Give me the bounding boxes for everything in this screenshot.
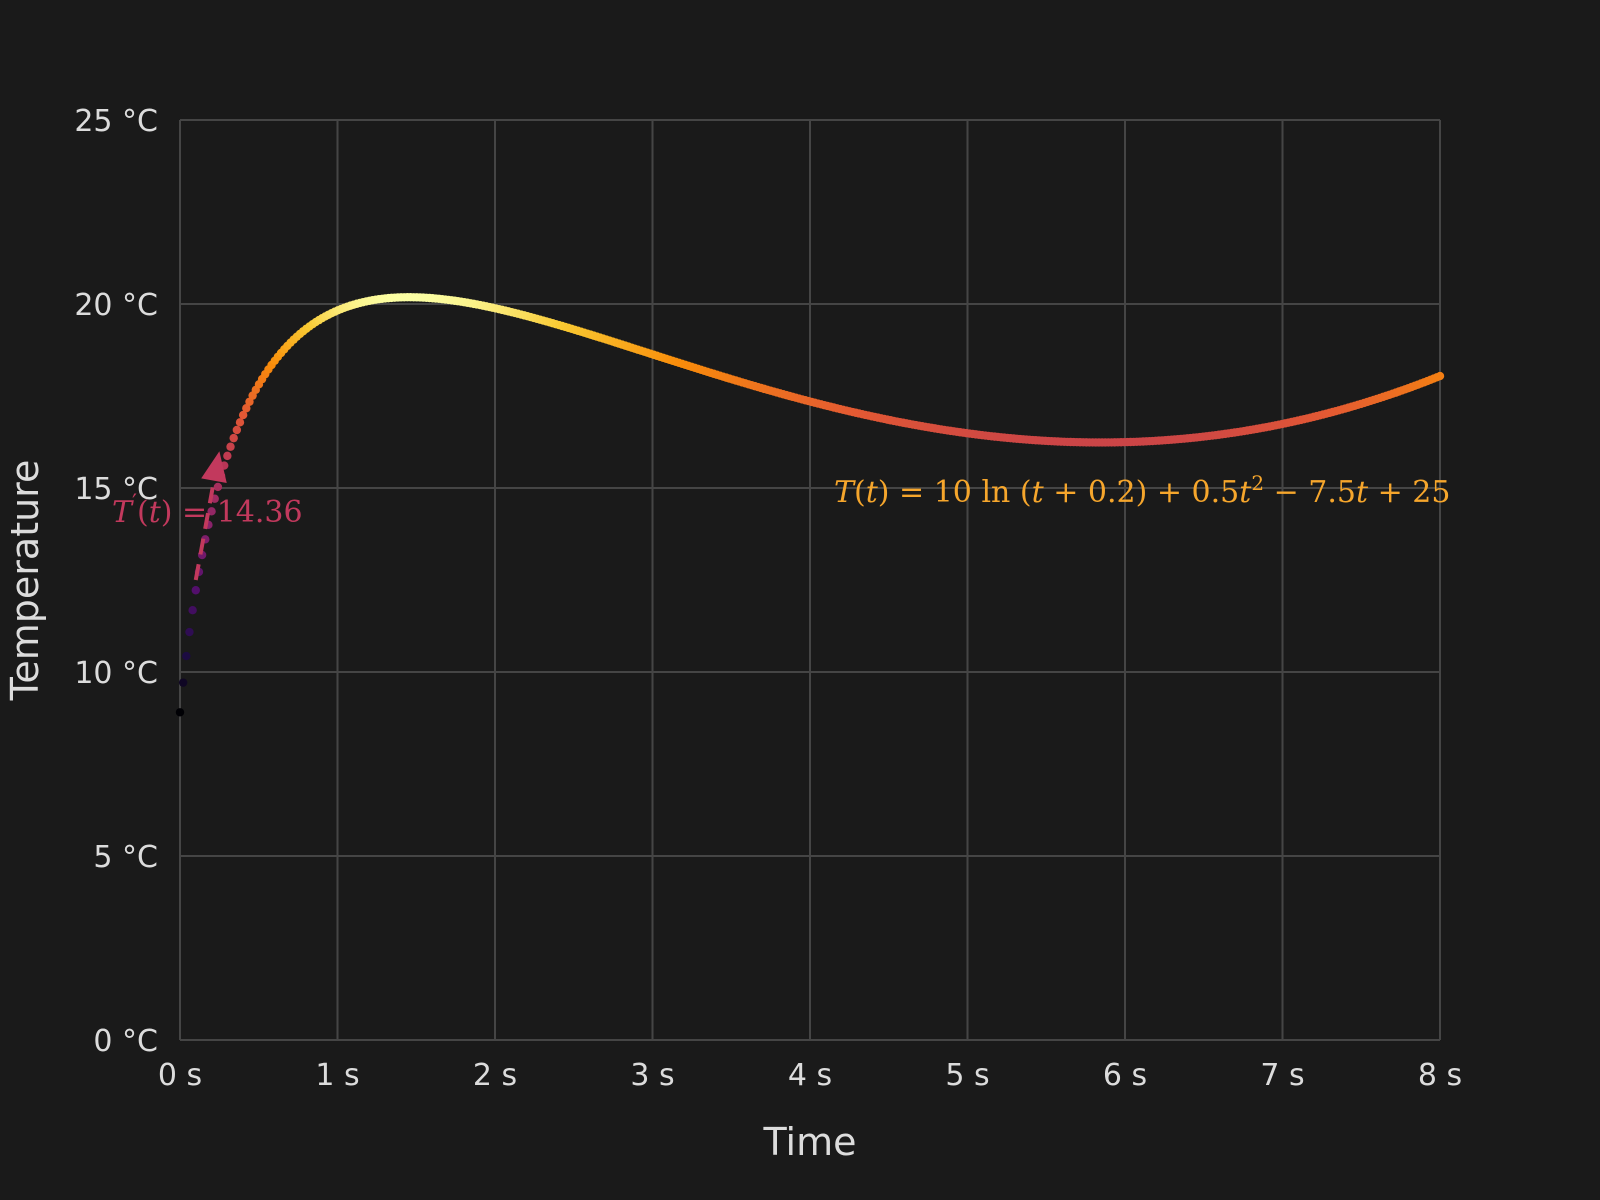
- data-point: [191, 586, 200, 595]
- x-tick-label: 7 s: [1260, 1058, 1304, 1093]
- x-axis-title: Time: [763, 1120, 857, 1164]
- tangent-arrow: [193, 451, 227, 581]
- data-point: [175, 708, 185, 717]
- data-point: [223, 451, 232, 461]
- y-tick-label: 10 °C: [74, 656, 158, 691]
- x-tick-label: 2 s: [473, 1058, 517, 1093]
- x-tick-label: 0 s: [158, 1058, 202, 1093]
- y-tick-label: 20 °C: [74, 288, 158, 323]
- data-point: [229, 433, 238, 443]
- y-tick-label: 5 °C: [93, 840, 158, 875]
- data-point: [235, 418, 245, 427]
- data-point: [185, 627, 194, 637]
- y-tick-label: 0 °C: [93, 1024, 158, 1059]
- tangent-arrow-head: [201, 451, 227, 484]
- data-point: [182, 651, 191, 661]
- x-tick-label: 1 s: [315, 1058, 359, 1093]
- function-name: T: [834, 475, 856, 510]
- x-tick-label: 5 s: [945, 1058, 989, 1093]
- grid: [179, 119, 1441, 1041]
- data-point: [188, 606, 197, 615]
- x-tick-label: 8 s: [1418, 1058, 1462, 1093]
- derivative-annotation: T′(t) = 14.36: [112, 491, 303, 530]
- data-point: [242, 404, 251, 413]
- x-axis-ticks: 0 s 1 s 2 s 3 s 4 s 5 s 6 s 7 s 8 s: [158, 1058, 1462, 1093]
- data-point: [1435, 371, 1445, 381]
- x-tick-label: 3 s: [630, 1058, 674, 1093]
- data-point: [226, 442, 235, 451]
- data-points: [175, 293, 1445, 717]
- data-point: [213, 482, 223, 492]
- y-tick-label: 15 °C: [74, 472, 158, 507]
- y-tick-label: 25 °C: [74, 104, 158, 139]
- data-point: [178, 678, 188, 687]
- y-axis-ticks: 0 °C 5 °C 10 °C 15 °C 20 °C 25 °C: [74, 104, 158, 1059]
- tangent-arrow-shaft: [193, 480, 216, 581]
- data-point: [232, 425, 242, 435]
- function-annotation: T(t) = 10 ln (t + 0.2) + 0.5t2 − 7.5t + …: [834, 471, 1450, 510]
- x-tick-label: 6 s: [1103, 1058, 1147, 1093]
- y-axis-title: Temperature: [3, 460, 47, 702]
- x-tick-label: 4 s: [788, 1058, 832, 1093]
- data-point: [238, 410, 248, 420]
